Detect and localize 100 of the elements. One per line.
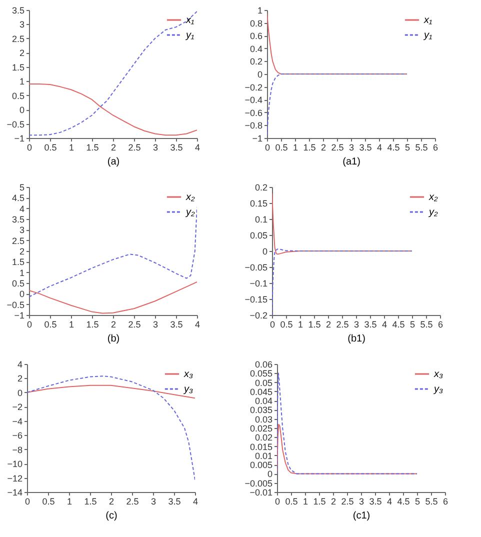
legend-label: x₂ xyxy=(428,192,438,203)
x-tick-label: 6 xyxy=(432,142,438,152)
x-tick-label: 2 xyxy=(108,496,114,506)
x-tick-label: 3.5 xyxy=(369,496,382,506)
y-tick-label: 0.01 xyxy=(254,450,272,461)
y-tick-label: 0.8 xyxy=(250,18,262,28)
y-tick-label: 3 xyxy=(19,20,24,30)
x-tick-label: 5.5 xyxy=(425,496,438,506)
y-tick-label: 1 xyxy=(19,268,24,278)
y-tick-label: 0.045 xyxy=(250,386,272,397)
y-tick-label: −0.5 xyxy=(6,300,24,310)
x-tick-label: 5.5 xyxy=(420,320,433,330)
y-tick-label: −0.01 xyxy=(250,488,272,498)
line-series xyxy=(29,83,197,136)
y-tick-label: −8 xyxy=(12,444,22,455)
y-tick-label: 0.02 xyxy=(254,432,272,443)
y-tick-label: 3 xyxy=(19,225,24,236)
x-tick-label: 2 xyxy=(110,142,116,152)
y-tick-label: 3.5 xyxy=(12,214,24,224)
x-tick-label: 0.5 xyxy=(275,142,288,152)
y-tick-label: −0.2 xyxy=(250,310,268,320)
x-tick-label: 2.5 xyxy=(336,320,349,330)
y-tick-label: 0 xyxy=(267,469,272,480)
x-tick-label: 3 xyxy=(152,320,158,330)
y-tick-label: 0.5 xyxy=(12,278,24,288)
x-axis-title: (c1) xyxy=(352,510,370,522)
y-tick-label: 4.5 xyxy=(12,193,24,204)
y-tick-label: 0.5 xyxy=(12,90,24,101)
y-tick-label: −2 xyxy=(12,402,22,412)
y-tick-label: 2 xyxy=(17,374,22,384)
x-tick-label: 0.5 xyxy=(280,320,293,330)
y-tick-label: 0 xyxy=(257,70,262,80)
x-tick-label: 1 xyxy=(302,496,308,506)
y-tick-label: 2 xyxy=(19,246,24,256)
y-tick-label: 1 xyxy=(19,76,24,87)
x-tick-label: 3.5 xyxy=(170,142,183,152)
line-series xyxy=(29,10,197,136)
legend-label: y₃ xyxy=(183,384,193,395)
x-tick-label: 3 xyxy=(150,496,156,506)
x-tick-label: 2.5 xyxy=(128,142,141,152)
x-tick-label: 3.5 xyxy=(359,142,372,152)
x-tick-label: 3 xyxy=(152,142,158,152)
legend-label: y₁ xyxy=(185,30,194,41)
y-tick-label: 5 xyxy=(19,182,24,192)
y-tick-label: 0.15 xyxy=(250,198,268,208)
y-tick-label: 2.5 xyxy=(12,236,24,246)
legend-label: x₁ xyxy=(423,15,432,26)
x-tick-label: 0 xyxy=(26,320,32,330)
x-tick-label: 6 xyxy=(442,496,448,506)
y-tick-label: 0.6 xyxy=(250,31,262,42)
y-tick-label: −0.05 xyxy=(244,262,268,272)
y-tick-label: 0 xyxy=(19,289,24,300)
legend-label: y₁ xyxy=(423,30,432,41)
y-tick-label: −0.1 xyxy=(250,278,268,288)
y-tick-label: 0.06 xyxy=(254,360,272,370)
x-axis-title: (b) xyxy=(107,334,120,344)
legend-label: x₃ xyxy=(183,369,193,380)
y-tick-label: 0 xyxy=(19,105,24,116)
line-series xyxy=(267,74,408,136)
x-tick-label: 1 xyxy=(68,142,74,152)
y-tick-label: 1.5 xyxy=(12,62,24,72)
y-tick-label: 0.2 xyxy=(254,182,268,192)
line-series xyxy=(267,12,408,74)
x-tick-label: 1 xyxy=(298,320,304,330)
x-tick-label: 2.5 xyxy=(331,142,344,152)
x-tick-label: 0 xyxy=(26,142,32,152)
y-tick-label: −1 xyxy=(252,134,262,144)
x-tick-label: 2.5 xyxy=(341,496,354,506)
x-tick-label: 1.5 xyxy=(86,320,99,330)
y-tick-label: −0.005 xyxy=(244,478,272,488)
y-tick-label: 1 xyxy=(257,6,262,16)
x-tick-label: 4 xyxy=(386,496,392,506)
x-tick-label: 0.5 xyxy=(42,496,55,506)
y-tick-label: −6 xyxy=(12,430,22,441)
y-tick-label: 4 xyxy=(19,204,24,214)
x-tick-label: 0.5 xyxy=(44,320,57,330)
x-tick-label: 2.5 xyxy=(128,320,141,330)
x-tick-label: 6 xyxy=(438,320,444,330)
line-series xyxy=(29,206,197,298)
legend-label: y₂ xyxy=(428,207,438,218)
y-tick-label: −14 xyxy=(7,488,22,498)
y-tick-label: 1.5 xyxy=(12,257,24,268)
x-tick-label: 5 xyxy=(404,142,410,152)
y-tick-label: 0.1 xyxy=(254,214,268,224)
x-tick-label: 1 xyxy=(292,142,298,152)
y-tick-label: 3.5 xyxy=(12,6,24,16)
x-tick-label: 4 xyxy=(376,142,382,152)
y-tick-label: 2.5 xyxy=(12,34,24,44)
x-tick-label: 4.5 xyxy=(387,142,400,152)
legend-label: y₃ xyxy=(433,384,443,395)
legend-label: x₂ xyxy=(185,192,195,203)
x-tick-label: 0.5 xyxy=(44,142,57,152)
x-tick-label: 5 xyxy=(414,496,420,506)
y-tick-label: 0.03 xyxy=(254,414,272,424)
line-series xyxy=(27,384,195,399)
x-tick-label: 3.5 xyxy=(170,320,183,330)
y-tick-label: −12 xyxy=(7,473,22,484)
x-axis-title: (a1) xyxy=(342,156,360,168)
x-tick-label: 3 xyxy=(354,320,360,330)
y-tick-label: 2 xyxy=(19,48,24,58)
